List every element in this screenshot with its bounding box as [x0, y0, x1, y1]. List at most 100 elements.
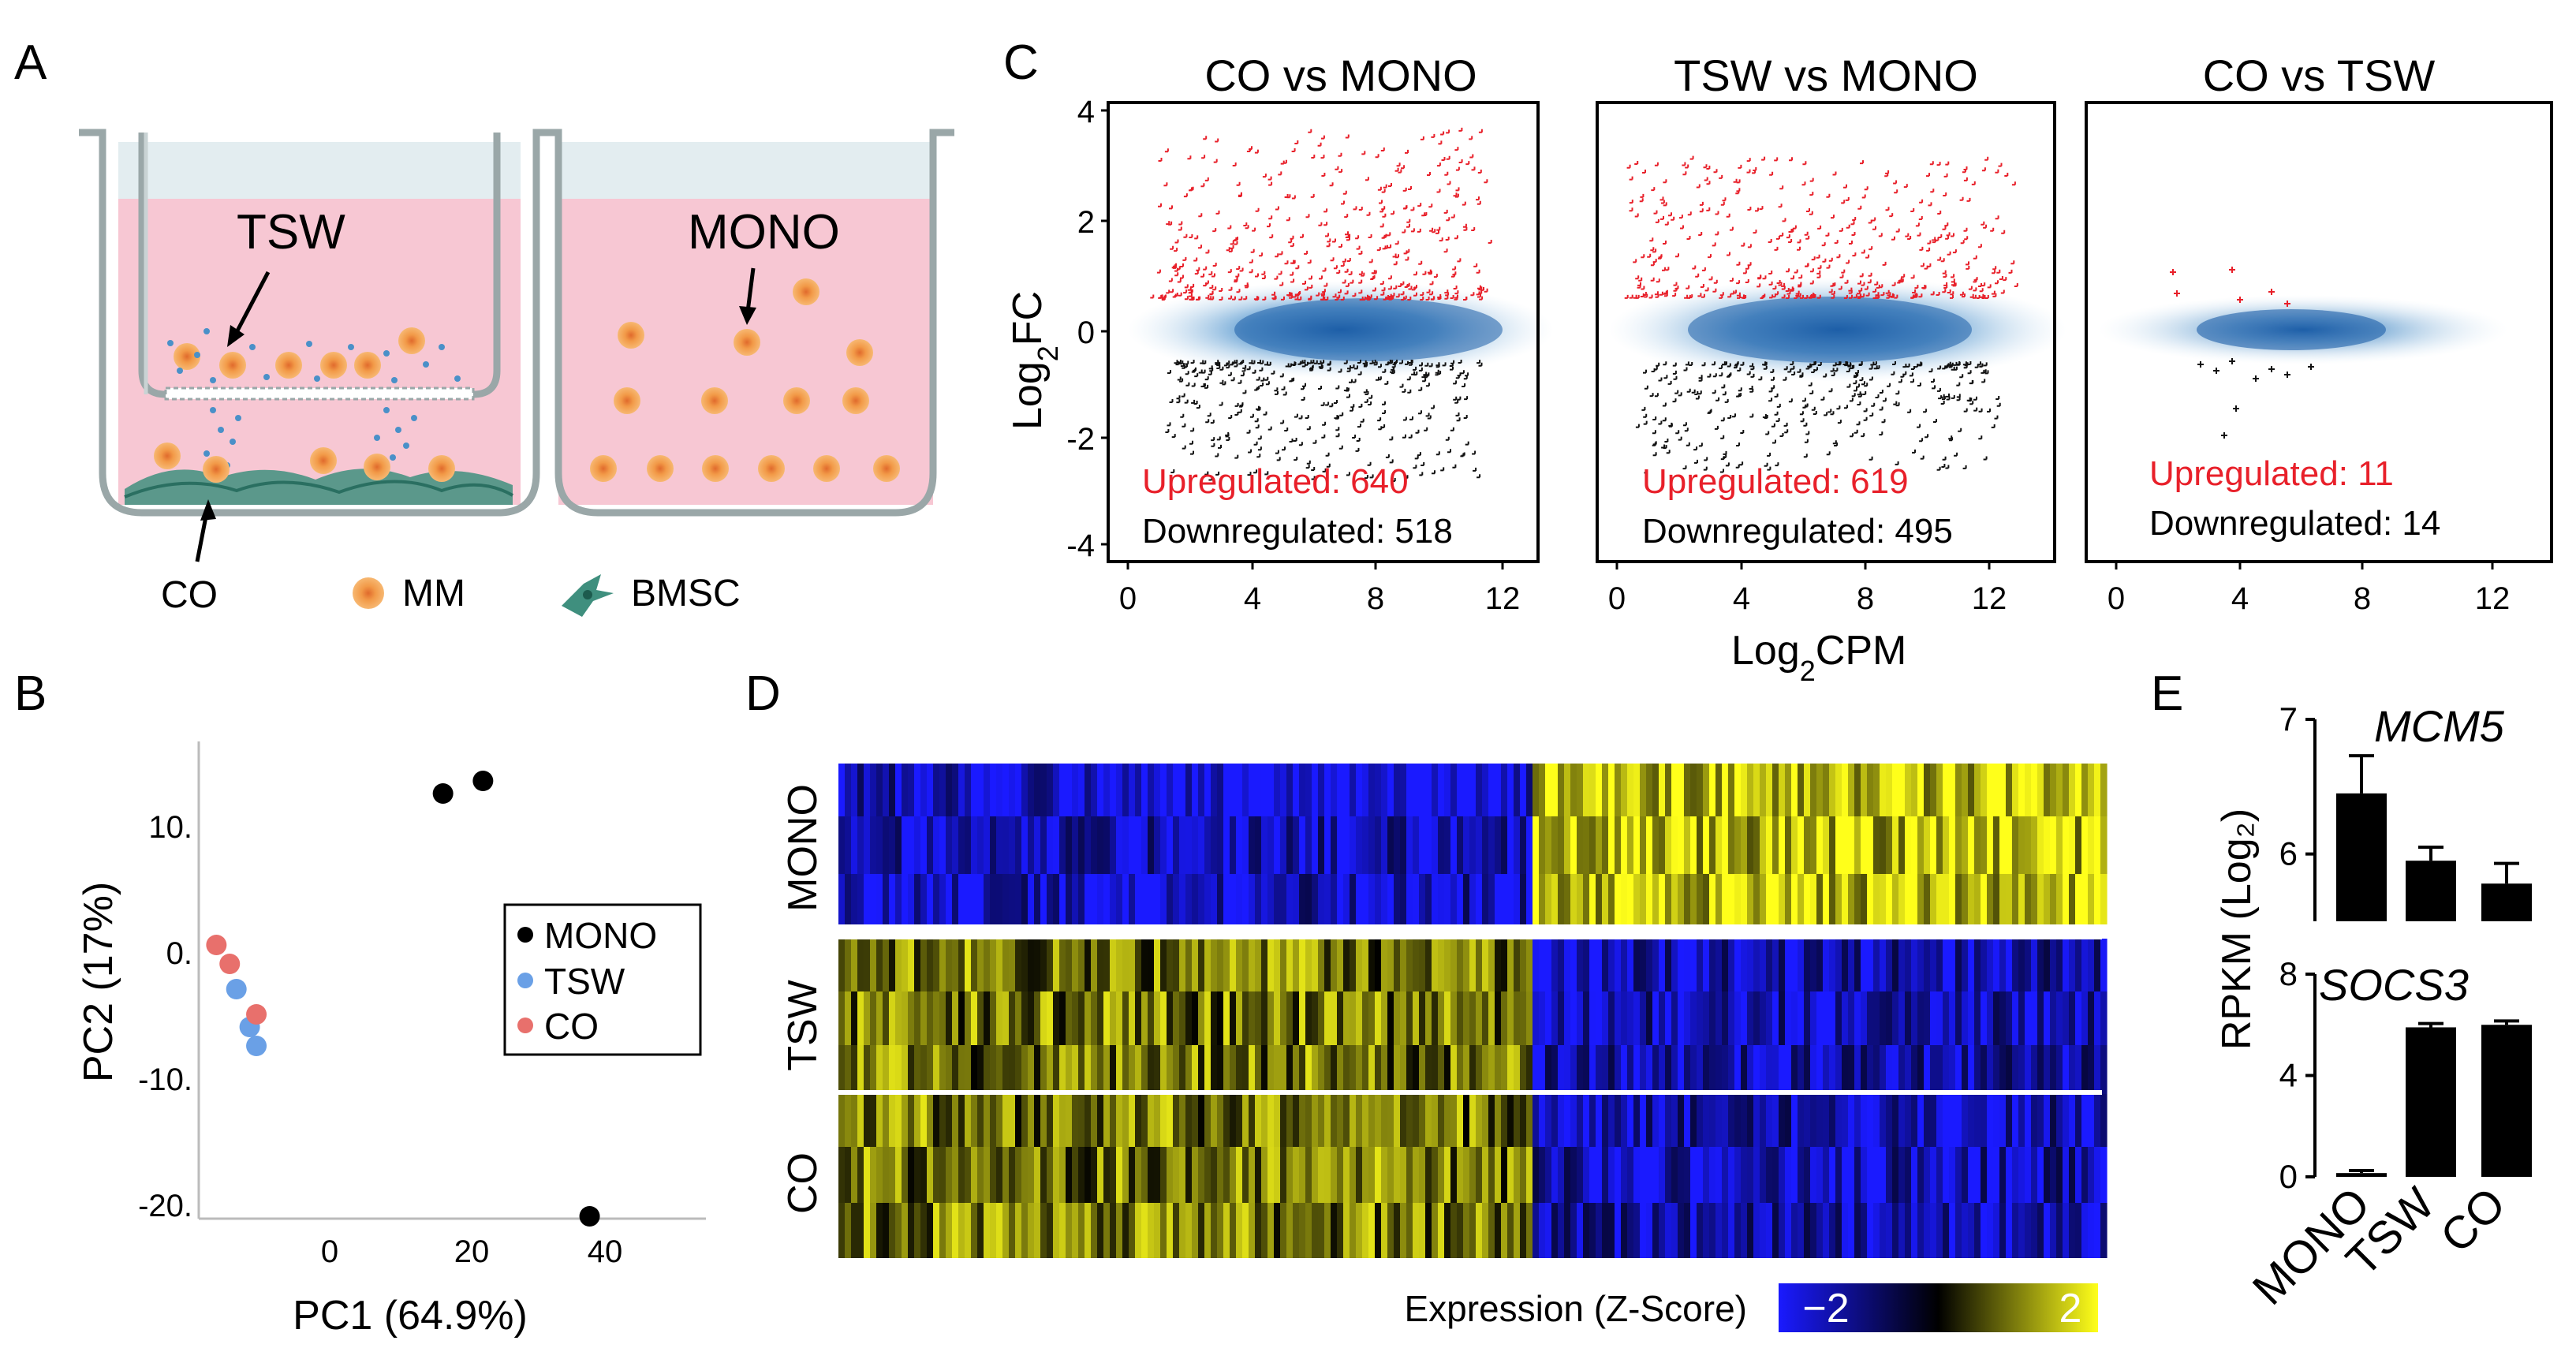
- heatmap-cell: [1432, 1203, 1439, 1258]
- heatmap-cell: [1558, 764, 1565, 816]
- ma-point: [1925, 434, 1929, 439]
- heatmap-cell: [1526, 764, 1533, 816]
- heatmap-cell: [1955, 874, 1962, 924]
- heatmap-cell: [2012, 991, 2019, 1045]
- heatmap-cell: [1703, 816, 1710, 874]
- ma-point: [1406, 223, 1410, 228]
- ma-point: [1749, 388, 1754, 393]
- heatmap-cell: [1286, 939, 1294, 991]
- heatmap-cell: [1507, 764, 1514, 816]
- heatmap-cell: [1993, 1094, 2000, 1147]
- heatmap-cell: [1192, 1147, 1199, 1203]
- ma-point: [1284, 194, 1289, 198]
- heatmap-cell: [914, 939, 921, 991]
- heatmap-cell: [1911, 939, 1918, 991]
- heatmap-cell: [1242, 874, 1249, 924]
- heatmap-cell: [1135, 1203, 1142, 1258]
- heatmap-cell: [1785, 1094, 1792, 1147]
- ma-point: [1346, 258, 1351, 262]
- heatmap-cell: [1930, 874, 1937, 924]
- ma-point: [1322, 468, 1327, 472]
- ma-xtick: 12: [1485, 581, 1521, 616]
- heatmap-cell: [1659, 1045, 1666, 1094]
- ma-point: [1857, 280, 1861, 285]
- heatmap-cell: [1324, 874, 1331, 924]
- heatmap-cell: [1242, 816, 1249, 874]
- ma-point: [1854, 387, 1857, 392]
- heatmap-cell: [1981, 1045, 1988, 1094]
- ma-point: [1216, 436, 1221, 441]
- heatmap-cell: [1589, 1147, 1596, 1203]
- heatmap-cell: [1450, 1045, 1458, 1094]
- ma-point: [1722, 197, 1727, 202]
- ma-point: [1418, 410, 1422, 415]
- heatmap-cell: [1760, 874, 1767, 924]
- heatmap-cell: [2025, 1203, 2032, 1258]
- heatmap-cell: [1703, 1045, 1710, 1094]
- ma-point: [1664, 221, 1669, 226]
- ma-point: [1450, 366, 1454, 371]
- ma-point: [1654, 291, 1659, 296]
- ma-point: [1234, 412, 1239, 416]
- ma-point: [1368, 394, 1373, 399]
- heatmap-cell: [1772, 874, 1779, 924]
- heatmap-cell: [1400, 1147, 1407, 1203]
- ma-point: [1227, 372, 1232, 376]
- ma-point: [1817, 362, 1822, 366]
- ma-point: [1405, 360, 1409, 365]
- ma-point: [1663, 361, 1667, 366]
- ma-point: [1343, 387, 1348, 391]
- ma-point: [1932, 385, 1936, 390]
- ma-point: [1784, 429, 1789, 434]
- heatmap-cell: [1640, 1094, 1647, 1147]
- ma-point: [1321, 173, 1326, 177]
- heatmap-cell: [2037, 1045, 2044, 1094]
- heatmap-cell: [1728, 1203, 1735, 1258]
- heatmap-cell: [1097, 939, 1104, 991]
- heatmap-cell: [1274, 764, 1281, 816]
- heatmap-cell: [1457, 1094, 1464, 1147]
- heatmap-cell: [1627, 1094, 1634, 1147]
- heatmap-cell: [1520, 939, 1527, 991]
- heatmap-cell: [1911, 1203, 1918, 1258]
- ma-point: [1692, 265, 1697, 270]
- heatmap-cell: [1160, 1045, 1167, 1094]
- ma-point: [1402, 416, 1407, 421]
- ma-point: [1943, 192, 1947, 196]
- heatmap-cell: [1678, 1094, 1685, 1147]
- heatmap-cell: [2075, 939, 2082, 991]
- ma-point: [1918, 216, 1923, 220]
- heatmap-cell: [1943, 1094, 1950, 1147]
- ma-point: [1374, 296, 1379, 301]
- bar-ytick: 0: [2279, 1158, 2298, 1195]
- ma-point: [1849, 398, 1854, 402]
- heatmap-cell: [1198, 764, 1205, 816]
- heatmap-cell: [1293, 939, 1300, 991]
- ma-point: [1962, 361, 1967, 366]
- ma-point: [1340, 297, 1345, 301]
- ma-point: [1907, 409, 1912, 413]
- heatmap-cell: [1816, 991, 1824, 1045]
- ma-point: [1444, 171, 1449, 176]
- panel-d: D MONO TSW CO Expression (Z-Score) −2 2: [745, 667, 2107, 1332]
- heatmap-cell: [1999, 991, 2007, 1045]
- ma-point: [1239, 403, 1244, 408]
- ma-point: [1234, 402, 1239, 407]
- heatmap-cell: [920, 764, 928, 816]
- ma-point: [1236, 266, 1241, 271]
- heatmap-cell: [1867, 1045, 1874, 1094]
- heatmap-cell: [984, 1045, 991, 1094]
- ma-point: [1422, 378, 1427, 383]
- ma-point: [1804, 295, 1809, 299]
- ma-point: [1196, 267, 1200, 271]
- ma-point: [1800, 418, 1805, 423]
- heatmap-cell: [1091, 939, 1098, 991]
- heatmap-cell: [1760, 816, 1767, 874]
- ma-point: [1834, 443, 1839, 446]
- heatmap-cell: [1791, 816, 1798, 874]
- heatmap-cell: [1425, 939, 1432, 991]
- ma-point: [1649, 393, 1654, 398]
- ma-point: [1420, 136, 1424, 140]
- heatmap-cell: [1551, 764, 1559, 816]
- heatmap-cell: [1463, 1203, 1470, 1258]
